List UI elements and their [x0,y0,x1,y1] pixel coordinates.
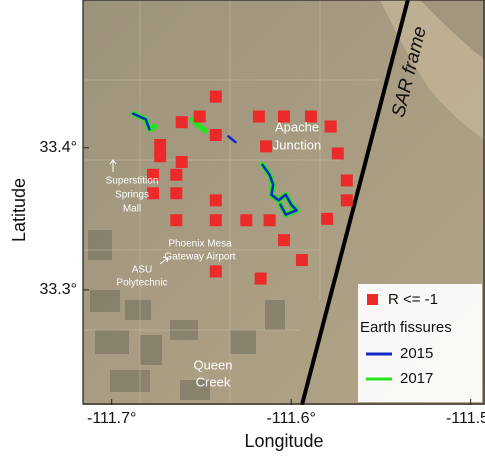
x-tick-label: -111.6° [266,410,315,427]
point [210,91,222,103]
y-tick-label: 33.4° [39,139,77,156]
point [210,214,222,226]
point [210,265,222,277]
place-label: ASU [132,265,153,276]
point [210,129,222,141]
place-label: Junction [273,137,321,152]
point [255,273,267,285]
point [321,213,333,225]
place-label: Polytechnic [116,278,167,289]
point [296,254,308,266]
x-tick-label: -111.5° [446,410,485,427]
point [253,111,265,123]
point [170,214,182,226]
place-label: Springs [115,190,149,201]
point [176,116,188,128]
y-axis-title: Latitude [9,178,29,242]
legend: R <= -1 Earth fissures 2015 2017 [358,284,482,402]
point [264,214,276,226]
y-tick-label: 33.3° [39,281,77,298]
legend-label: 2017 [400,370,433,387]
legend-title: Earth fissures [360,319,452,336]
point [332,147,344,159]
page: {"chart_data": { "type": "scatter", "x_l… [0,0,485,457]
place-label: Apache [275,119,319,134]
point [260,140,272,152]
place-label: Phoenix Mesa [168,239,232,250]
x-tick-label: -111.7° [87,410,136,427]
place-label: Queen [193,357,232,372]
point [325,120,337,132]
point [341,194,353,206]
point [176,156,188,168]
place-label: Superstition [106,176,159,187]
point [154,139,166,151]
map-figure: Apache Junction Superstition Springs Mal… [0,0,485,457]
point [341,174,353,186]
place-label: Mall [123,204,141,215]
point [194,111,206,123]
legend-label: 2015 [400,345,433,362]
point [240,214,252,226]
x-axis-title: Longitude [244,431,323,451]
legend-swatch [367,294,378,305]
point [170,187,182,199]
point [210,194,222,206]
point [278,234,290,246]
point [170,169,182,181]
legend-label: R <= -1 [388,291,438,308]
place-label: Gateway Airport [164,252,235,263]
place-label: Creek [196,374,231,389]
point [154,150,166,162]
